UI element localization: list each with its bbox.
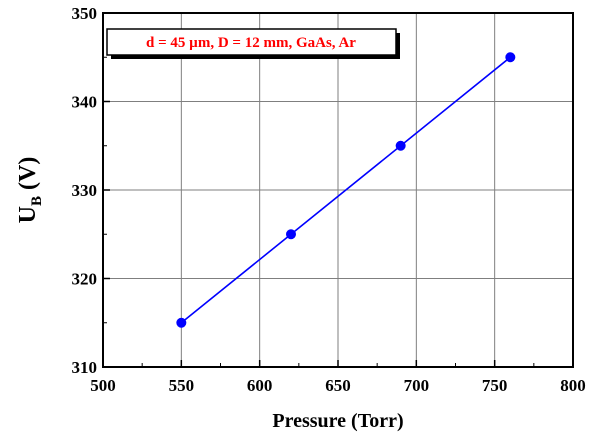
y-tick-label: 310	[72, 358, 98, 377]
x-tick-label: 800	[560, 376, 586, 395]
y-tick-label: 330	[72, 181, 98, 200]
y-axis-title-main: U	[15, 206, 41, 223]
x-tick-label: 600	[247, 376, 273, 395]
y-tick-label: 320	[72, 270, 98, 289]
y-axis-title-unit: (V)	[15, 157, 41, 196]
x-tick-label: 650	[325, 376, 351, 395]
data-point	[395, 140, 406, 151]
x-tick-label: 550	[169, 376, 195, 395]
x-tick-label: 750	[482, 376, 508, 395]
x-axis-title: Pressure (Torr)	[272, 410, 403, 432]
annotation-text: d = 45 µm, D = 12 mm, GaAs, Ar	[146, 35, 356, 51]
y-axis-title-sub: B	[29, 196, 45, 206]
x-tick-labels: 500 550 600 650 700 750 800	[90, 376, 586, 395]
data-point	[176, 317, 187, 328]
data-point	[505, 52, 516, 63]
series-line	[180, 56, 511, 324]
y-axis-title: UB (V)	[15, 157, 45, 224]
y-tick-label: 340	[72, 93, 98, 112]
annotation-frame	[106, 28, 397, 56]
x-tick-label: 700	[404, 376, 430, 395]
series	[176, 52, 516, 328]
y-tick-labels: 310 320 330 340 350	[72, 4, 98, 377]
grid	[103, 13, 573, 367]
annotation-box: d = 45 µm, D = 12 mm, GaAs, Ar	[106, 28, 400, 59]
x-tick-label: 500	[90, 376, 116, 395]
data-point	[286, 229, 296, 240]
ticks	[102, 12, 574, 368]
y-tick-label: 350	[72, 4, 98, 23]
